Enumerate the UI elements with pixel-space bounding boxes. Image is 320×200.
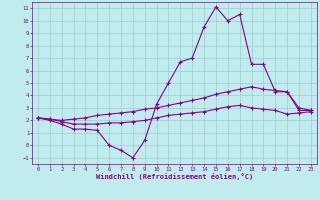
X-axis label: Windchill (Refroidissement éolien,°C): Windchill (Refroidissement éolien,°C) [96, 173, 253, 180]
